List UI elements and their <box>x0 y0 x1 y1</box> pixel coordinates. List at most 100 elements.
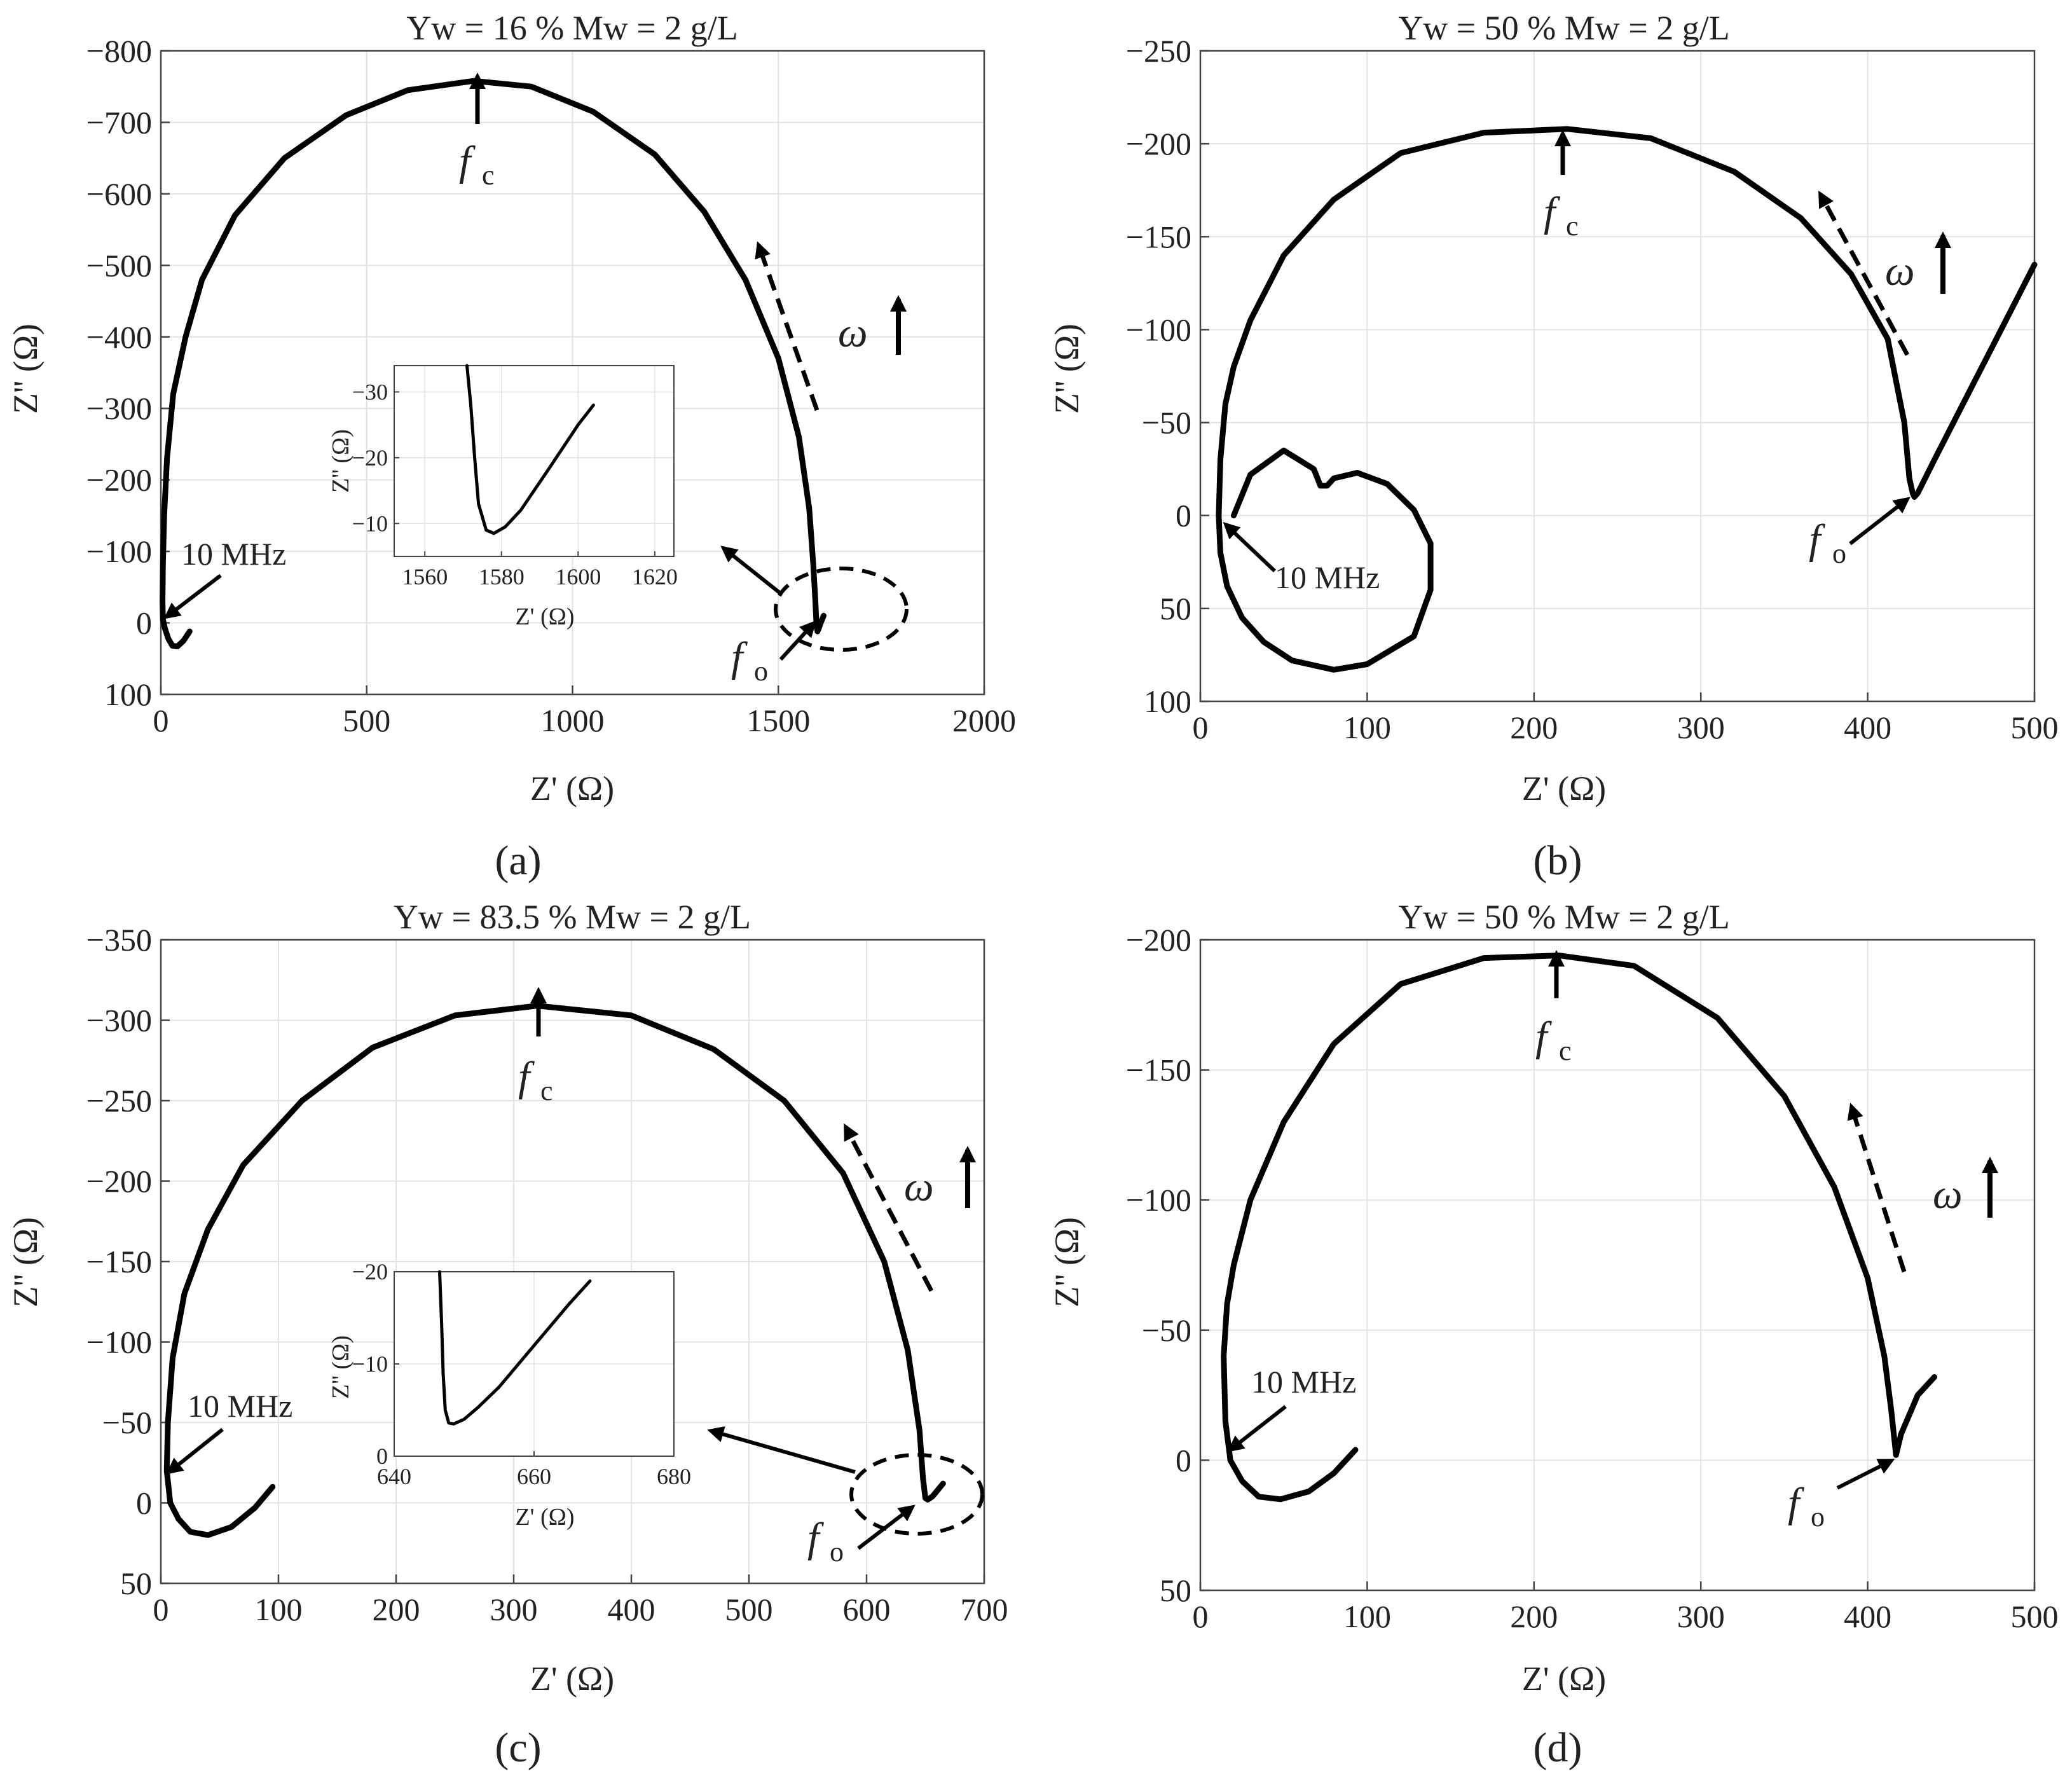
x-tick-label: 500 <box>2011 1599 2059 1634</box>
x-tick-label: 700 <box>961 1592 1008 1627</box>
y-tick-label: 0 <box>376 1443 388 1469</box>
y-tick-label: 0 <box>136 1485 152 1521</box>
inset-x-label: Z' (Ω) <box>515 1504 574 1531</box>
y-tick-label: −200 <box>86 462 152 498</box>
inset-x-label: Z' (Ω) <box>515 603 574 630</box>
y-tick-label: 100 <box>1144 684 1191 719</box>
omega-direction-arrow <box>1818 190 1910 356</box>
y-tick-label: −200 <box>86 1164 152 1199</box>
y-tick-label: −30 <box>352 379 388 404</box>
x-tick-label: 1000 <box>541 703 605 738</box>
y-tick-label: −10 <box>352 511 388 536</box>
x-tick-label: 300 <box>1677 710 1725 745</box>
y-tick-label: −300 <box>86 1003 152 1038</box>
panel-b: 0 100 200 300 400 500−250−200−150−100−5005010… <box>1048 9 2059 884</box>
zoom-ellipse <box>774 567 909 652</box>
svg-text:c: c <box>482 160 495 191</box>
x-tick-label: 200 <box>1510 710 1558 745</box>
y-tick-label: 100 <box>104 677 152 712</box>
panel-label: (d) <box>1533 1724 1582 1771</box>
y-tick-label: −250 <box>86 1083 152 1119</box>
y-axis-label: Z'' (Ω) <box>6 1217 45 1307</box>
plot-area: 0 100 200 300 400 500−250−200−150−100−5005010… <box>1126 33 2059 745</box>
y-tick-label: −150 <box>1126 1052 1191 1088</box>
x-tick-label: 1600 <box>555 564 601 589</box>
y-axis-label: Z'' (Ω) <box>1048 324 1086 414</box>
x-tick-label: 200 <box>373 1592 420 1627</box>
x-tick-label: 500 <box>343 703 390 738</box>
annotation-10mhz: 10 MHz <box>188 1388 292 1424</box>
inset-plot: 1560 1580 1600 1620 −30 −20 −10 <box>352 364 678 589</box>
x-tick-label: 400 <box>608 1592 655 1627</box>
annotation-10mhz: 10 MHz <box>1251 1364 1356 1400</box>
y-tick-label: −100 <box>86 1325 152 1360</box>
y-tick-label: −50 <box>102 1405 152 1440</box>
y-tick-label: 50 <box>1160 1573 1191 1608</box>
arrow-10mhz <box>163 574 222 619</box>
svg-text:ω: ω <box>904 1164 934 1210</box>
annotation-omega: ω <box>1847 1103 1998 1273</box>
plot-frame <box>394 365 675 557</box>
y-tick-label: −100 <box>86 533 152 569</box>
omega-direction-arrow <box>1847 1103 1907 1273</box>
svg-text:c: c <box>1559 1035 1572 1066</box>
y-axis-label: Z'' (Ω) <box>6 324 45 414</box>
y-tick-label: −300 <box>86 390 152 426</box>
arrow-to-inset <box>707 1426 856 1474</box>
x-tick-label: 1620 <box>632 564 678 589</box>
plot-area: 0 500 1000 1500 2000−800−700−600−500−400−300… <box>86 33 1016 738</box>
x-tick-label: 0 <box>153 703 169 738</box>
x-axis-label: Z' (Ω) <box>530 769 614 808</box>
arrow-fo <box>1836 1459 1895 1490</box>
plot-frame <box>1199 939 2036 1592</box>
arrow-10mhz <box>1223 521 1277 573</box>
inset-plot: 640 660 680 −20 −10 0 <box>352 1259 691 1489</box>
y-tick-label: −800 <box>86 33 152 69</box>
omega-direction-arrow <box>843 1123 934 1292</box>
y-tick-label: −100 <box>1126 312 1191 347</box>
y-tick-label: 0 <box>136 605 152 641</box>
y-tick-label: 0 <box>1176 1442 1191 1478</box>
nyquist-curve <box>163 1003 946 1538</box>
panel-label: (a) <box>495 837 541 884</box>
svg-text:o: o <box>1811 1501 1825 1532</box>
plot-background <box>394 366 674 556</box>
svg-text:o: o <box>754 656 768 687</box>
y-tick-label: −500 <box>86 247 152 283</box>
y-tick-label: −150 <box>1126 219 1191 254</box>
y-tick-label: −200 <box>1126 922 1191 958</box>
x-tick-label: 100 <box>1343 710 1391 745</box>
y-tick-label: −20 <box>352 445 388 471</box>
svg-text:ω: ω <box>838 310 868 356</box>
panel-a: 0 500 1000 1500 2000−800−700−600−500−400−300… <box>6 9 1016 884</box>
y-tick-label: −20 <box>352 1259 388 1284</box>
x-tick-label: 100 <box>1343 1599 1391 1634</box>
y-tick-label: −400 <box>86 319 152 355</box>
x-tick-label: 2000 <box>952 703 1016 738</box>
annotation-fc: f c <box>459 72 495 191</box>
y-tick-label: −50 <box>1142 1312 1191 1348</box>
y-tick-label: −10 <box>352 1351 388 1377</box>
annotation-10mhz: 10 MHz <box>1275 560 1380 595</box>
arrow-10mhz <box>166 1428 224 1475</box>
panel-c: 0 100 200 300 400 500 600 700−350−300−250−200−1… <box>6 898 1008 1771</box>
svg-text:c: c <box>540 1075 553 1106</box>
panel-label: (b) <box>1533 837 1582 884</box>
x-tick-label: 0 <box>1193 710 1209 745</box>
nyquist-curve <box>1216 126 2038 673</box>
annotation-omega: ω <box>843 1123 976 1292</box>
y-tick-label: −150 <box>86 1244 152 1279</box>
y-axis-label: Z'' (Ω) <box>1048 1217 1086 1307</box>
x-tick-label: 300 <box>1677 1599 1725 1634</box>
svg-text:o: o <box>1832 538 1846 569</box>
nyquist-curve <box>160 78 827 650</box>
y-tick-label: −600 <box>86 176 152 212</box>
x-tick-label: 660 <box>517 1464 551 1489</box>
y-tick-label: −50 <box>1142 405 1191 441</box>
y-tick-label: −350 <box>86 922 152 958</box>
x-tick-label: 680 <box>657 1464 691 1489</box>
annotation-omega: ω <box>755 241 907 411</box>
chart-title: Yw = 83.5 % Mw = 2 g/L <box>394 898 751 936</box>
